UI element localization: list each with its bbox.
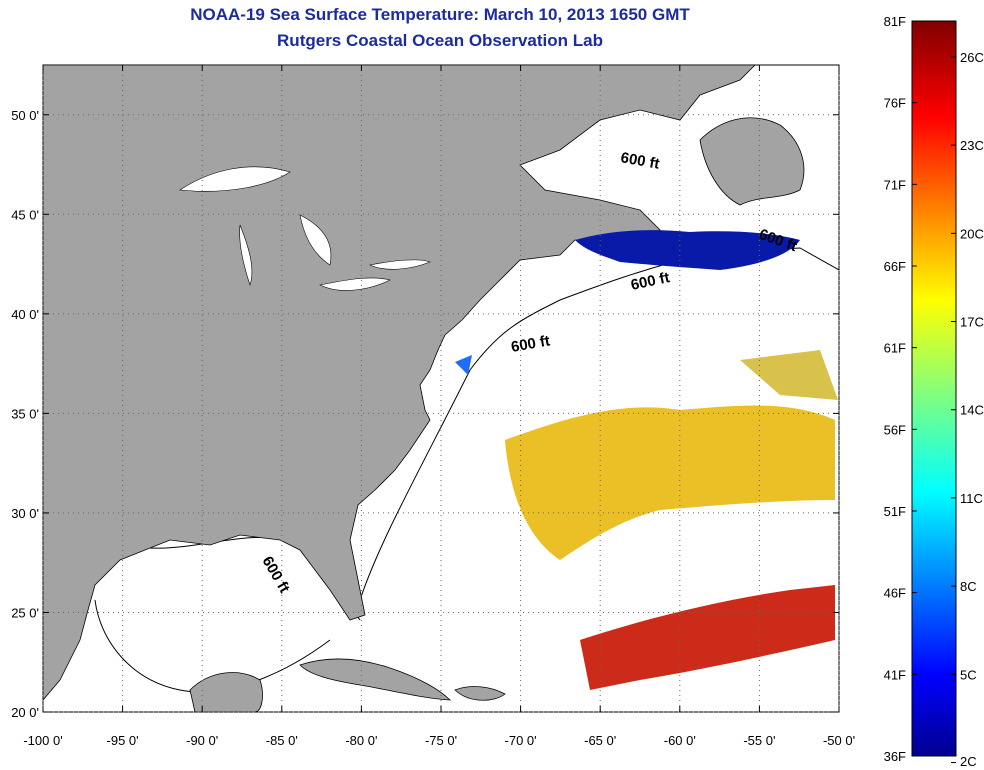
colorbar-f-label: 76F [884, 96, 906, 111]
colorbar-c-label: 14C [960, 403, 984, 418]
colorbar-c-label: 5C [960, 667, 977, 682]
y-tick-label: 40 0' [11, 307, 39, 322]
north-america-land [43, 65, 756, 701]
x-tick-label: -70 0' [505, 733, 537, 748]
colorbar-fahrenheit-labels: 81F 76F 71F 66F 61F 56F 51F 46F 41F 36F [884, 14, 917, 764]
latitude-axis: 20 0' 25 0' 30 0' 35 0' 40 0' 45 0' 50 0' [11, 108, 839, 720]
sst-blue-patch [455, 355, 472, 375]
x-tick-label: -65 0' [584, 733, 616, 748]
colorbar-c-label: 26C [960, 50, 984, 65]
great-lakes [179, 166, 431, 291]
sst-hot-band [580, 585, 835, 690]
colorbar-c-label: 23C [960, 138, 984, 153]
x-tick-label: -50 0' [823, 733, 855, 748]
map-subtitle: Rutgers Coastal Ocean Observation Lab [277, 31, 603, 50]
hispaniola-land [454, 686, 506, 701]
colorbar-f-label: 41F [884, 667, 906, 682]
colorbar-c-label: 2C [960, 754, 977, 769]
x-tick-label: -80 0' [345, 733, 377, 748]
longitude-axis: -100 0' -95 0' -90 0' -85 0' -80 0' -75 0' -70… [23, 65, 855, 748]
colorbar-f-label: 46F [884, 586, 906, 601]
colorbar-c-label: 20C [960, 226, 984, 241]
x-tick-label: -90 0' [186, 733, 218, 748]
colorbar-f-label: 61F [884, 341, 906, 356]
x-tick-label: -100 0' [23, 733, 62, 748]
colorbar-f-label: 51F [884, 504, 906, 519]
y-tick-label: 20 0' [11, 705, 39, 720]
y-tick-label: 50 0' [11, 108, 39, 123]
y-tick-label: 30 0' [11, 506, 39, 521]
colorbar-c-label: 8C [960, 579, 977, 594]
sst-cold-patch [575, 230, 800, 270]
colorbar-c-label: 17C [960, 315, 984, 330]
colorbar [911, 20, 957, 757]
x-tick-label: -95 0' [107, 733, 139, 748]
gulf-shelf-line [94, 599, 331, 693]
x-tick-label: -75 0' [425, 733, 457, 748]
newfoundland-land [699, 117, 805, 206]
colorbar-celsius-labels: 26C 23C 20C 17C 14C 11C 8C 5C 2C [951, 50, 984, 769]
colorbar-f-label: 56F [884, 422, 906, 437]
x-tick-label: -60 0' [664, 733, 696, 748]
sst-warm-band [505, 405, 835, 560]
yucatan-land [189, 672, 263, 712]
y-tick-label: 35 0' [11, 406, 39, 421]
map-title: NOAA-19 Sea Surface Temperature: March 1… [190, 5, 690, 24]
colorbar-f-label: 81F [884, 14, 906, 29]
colorbar-c-label: 11C [960, 491, 983, 506]
y-tick-label: 25 0' [11, 605, 39, 620]
isobath-label: 600 ft [619, 149, 661, 173]
colorbar-f-label: 71F [884, 177, 906, 192]
x-tick-label: -85 0' [266, 733, 298, 748]
isobath-label: 600 ft [510, 332, 552, 356]
colorbar-f-label: 36F [884, 749, 906, 764]
x-tick-label: -55 0' [743, 733, 775, 748]
cuba-land [299, 658, 452, 701]
sst-mixed-patch [740, 350, 838, 400]
colorbar-f-label: 66F [884, 259, 906, 274]
y-tick-label: 45 0' [11, 207, 39, 222]
